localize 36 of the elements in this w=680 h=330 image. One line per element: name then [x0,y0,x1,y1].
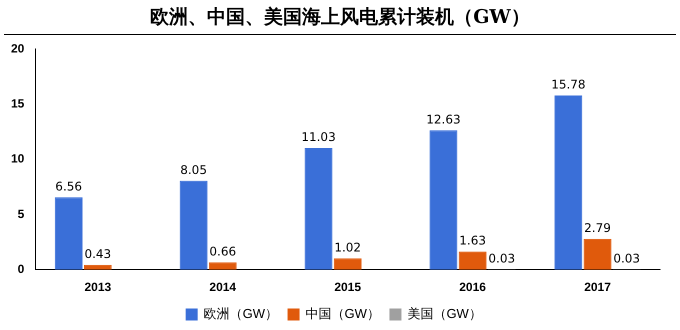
data-label: 1.02 [334,240,362,254]
data-label: 0.03 [613,251,640,266]
bar [304,148,332,270]
x-tick-label: 2014 [209,280,236,294]
bar [84,264,112,270]
chart-title: 欧洲、中国、美国海上风电累计装机（GW） [4,0,676,35]
legend-label: 欧洲（GW） [204,306,278,322]
data-label: 0.66 [209,244,236,258]
bar [54,197,83,270]
bar [430,130,458,270]
bar [584,238,612,270]
data-label: 15.78 [551,78,586,92]
bar [180,180,208,270]
y-tick-label: 20 [10,41,25,56]
y-tick-label: 5 [18,206,25,221]
y-tick-label: 10 [10,152,25,166]
x-tick-label: 2015 [334,280,362,294]
data-label: 2.79 [584,220,611,235]
y-tick-label: 15 [10,96,25,110]
x-tick-label: 2013 [84,280,112,294]
bar [208,262,237,270]
data-label: 11.03 [301,130,336,144]
data-label: 0.43 [84,246,112,261]
bar [334,258,362,270]
bar [554,96,582,270]
legend-label: 美国（GW） [407,306,482,322]
data-label: 0.03 [488,251,516,266]
legend-label: 中国（GW） [306,306,380,322]
data-label: 1.63 [459,234,486,248]
bar [458,252,486,270]
data-label: 8.05 [180,162,207,177]
data-label: 6.56 [55,179,82,194]
data-label: 12.63 [426,112,461,126]
y-tick-label: 0 [18,262,25,276]
x-tick-label: 2017 [584,280,612,294]
x-tick-label: 2016 [459,280,486,294]
